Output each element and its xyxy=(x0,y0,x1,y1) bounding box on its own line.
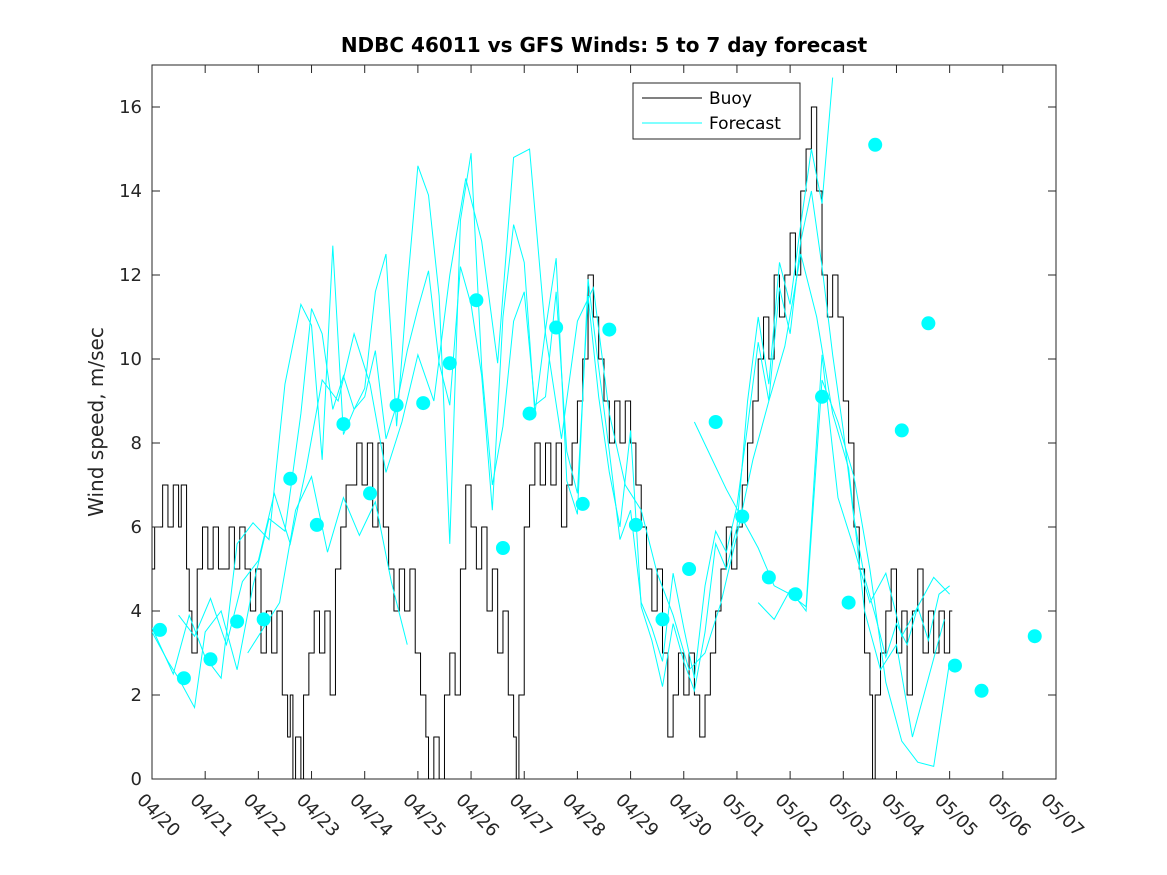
y-tick-label: 12 xyxy=(119,265,142,286)
forecast-marker xyxy=(442,356,457,371)
forecast-marker xyxy=(416,396,431,411)
forecast-series-line xyxy=(693,354,951,638)
forecast-series-line xyxy=(152,77,834,693)
forecast-marker xyxy=(682,562,697,576)
forecast-marker xyxy=(522,406,537,421)
forecast-marker xyxy=(841,595,856,610)
y-tick-label: 10 xyxy=(119,349,142,370)
forecast-marker xyxy=(921,316,936,331)
y-axis-label: Wind speed, m/sec xyxy=(84,327,108,517)
y-tick-label: 4 xyxy=(131,601,142,622)
y-tick-label: 8 xyxy=(131,433,142,454)
forecast-marker xyxy=(815,389,830,404)
forecast-marker xyxy=(868,137,883,152)
legend: Buoy Forecast xyxy=(632,82,801,140)
forecast-series-line xyxy=(178,148,945,738)
buoy-series-line xyxy=(152,106,953,779)
forecast-marker xyxy=(176,671,191,686)
forecast-marker xyxy=(1027,629,1042,644)
forecast-marker xyxy=(203,652,218,667)
forecast-marker xyxy=(575,496,590,511)
forecast-marker xyxy=(495,541,510,555)
plot-area xyxy=(151,64,1057,780)
forecast-series-line xyxy=(152,190,950,710)
forecast-marker xyxy=(152,622,167,637)
forecast-marker xyxy=(389,398,404,413)
y-tick-label: 2 xyxy=(131,685,142,706)
forecast-marker xyxy=(256,612,271,627)
forecast-marker xyxy=(469,293,484,308)
legend-buoy-label: Buoy xyxy=(709,89,752,109)
forecast-marker xyxy=(549,320,564,335)
forecast-marker xyxy=(336,417,351,432)
forecast-marker xyxy=(708,415,723,429)
y-tick-label: 16 xyxy=(119,97,142,118)
forecast-marker xyxy=(788,587,803,602)
y-tick-label: 0 xyxy=(131,769,142,790)
forecast-series-line xyxy=(247,475,408,654)
y-tick-label: 14 xyxy=(119,181,142,202)
forecast-marker xyxy=(947,658,962,673)
forecast-marker xyxy=(761,570,776,585)
forecast-marker xyxy=(894,423,909,438)
legend-forecast-label: Forecast xyxy=(709,114,781,134)
chart-title: NDBC 46011 vs GFS Winds: 5 to 7 day fore… xyxy=(341,33,868,57)
forecast-marker xyxy=(655,612,670,627)
forecast-marker xyxy=(974,683,989,698)
forecast-marker xyxy=(363,486,378,501)
legend-box xyxy=(632,82,801,140)
data-layer xyxy=(152,77,1042,779)
forecast-marker xyxy=(628,517,643,532)
forecast-marker xyxy=(283,471,298,486)
forecast-marker xyxy=(309,517,324,532)
forecast-marker xyxy=(735,509,750,524)
forecast-marker xyxy=(230,614,245,629)
forecast-marker xyxy=(602,322,617,337)
y-tick-label: 6 xyxy=(131,517,142,538)
